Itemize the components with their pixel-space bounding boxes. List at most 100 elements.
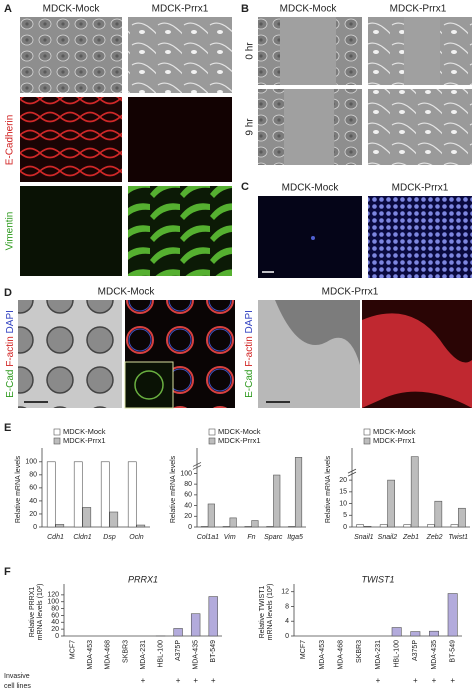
y-axis-label: mRNA levels (10²) [267, 584, 274, 641]
row-label: E-Cadherin [5, 115, 16, 166]
axis-break [347, 468, 357, 474]
x-tick-label: Zeb2 [426, 534, 443, 541]
x-tick-label: SKBR3 [356, 640, 363, 663]
micrograph [128, 17, 232, 93]
bar [458, 507, 466, 528]
bar [73, 461, 83, 528]
y-tick-label: 12 [281, 589, 289, 596]
stain-label: E-Cad F-actin DAPI [244, 310, 255, 398]
micrograph [368, 17, 404, 85]
y-tick-label: 40 [184, 502, 192, 509]
y-tick-label: 60 [184, 492, 192, 499]
stain: F-actin [5, 336, 16, 367]
x-tick-label: Vim [224, 534, 236, 541]
panel-label: C [241, 181, 249, 193]
bar [46, 461, 56, 528]
invasive-mark: + [211, 676, 216, 685]
column-label: MDCK-Prrx1 [322, 287, 379, 298]
x-tick-label: HBL-100 [394, 640, 401, 668]
x-tick-label: Itga5 [287, 534, 303, 541]
stain: DAPI [244, 310, 255, 333]
cell-mass [362, 313, 472, 408]
stain-label: E-Cad F-actin DAPI [5, 310, 16, 398]
y-tick-label: 60 [29, 485, 37, 492]
bar [208, 596, 218, 637]
x-tick-label: Snail1 [354, 534, 374, 541]
bar [136, 524, 146, 528]
bar [429, 630, 439, 637]
y-tick-label: 20 [29, 511, 37, 518]
micrograph [336, 17, 362, 85]
x-tick-label: Cdh1 [47, 534, 64, 541]
invasive-mark: + [432, 676, 437, 685]
legend-swatch [53, 428, 61, 436]
bar [55, 524, 65, 528]
column-label: MDCK-Mock [280, 4, 338, 15]
bar [379, 524, 388, 528]
bar [273, 474, 281, 528]
x-tick-label: BT-549 [210, 640, 217, 663]
y-tick-label: 15 [339, 489, 347, 496]
stain: F-actin [244, 336, 255, 367]
micrograph [334, 89, 362, 165]
bar [288, 526, 296, 528]
row-label: 0 hr [245, 42, 256, 60]
x-tick-label: BT-549 [450, 640, 457, 663]
y-tick-label: 100 [180, 470, 192, 477]
panel-label: B [241, 3, 249, 15]
legend-swatch [208, 428, 216, 436]
bar [200, 526, 209, 528]
legend-swatch [208, 437, 216, 445]
y-tick-label: 80 [51, 605, 59, 612]
bar [127, 461, 137, 528]
bar [109, 511, 119, 528]
y-tick-label: 5 [343, 512, 347, 519]
x-tick-label: MDA-453 [319, 640, 326, 670]
bar [229, 517, 237, 528]
cell-mass [275, 300, 360, 365]
x-tick-label: HBL-100 [157, 640, 164, 668]
x-tick-label: Cldn1 [73, 534, 91, 541]
y-axis-label: Relative TWIST1 [259, 586, 266, 639]
nucleus [311, 236, 315, 240]
micrograph [128, 97, 232, 182]
x-tick-label: Zeb1 [402, 534, 419, 541]
y-tick-label: 120 [47, 592, 59, 599]
row-label: Invasive [4, 673, 30, 680]
legend-label: MDCK-Mock [373, 427, 416, 436]
bar [190, 613, 201, 637]
y-axis-label: mRNA levels (10²) [37, 584, 44, 641]
x-tick-label: Fn [247, 534, 255, 541]
y-tick-label: 100 [47, 599, 59, 606]
micrograph [128, 186, 232, 276]
y-axis-label: Relative mRNA levels [325, 455, 332, 523]
x-tick-label: MDA-231 [375, 640, 382, 670]
bar [387, 479, 395, 528]
y-tick-label: 20 [184, 513, 192, 520]
legend-label: MDCK-Mock [63, 427, 106, 436]
y-tick-label: 0 [188, 524, 192, 531]
bar [294, 457, 303, 528]
y-tick-label: 10 [339, 500, 347, 507]
stain: DAPI [5, 310, 16, 333]
legend-label: MDCK-Prrx1 [63, 436, 106, 445]
invasive-mark: + [376, 676, 381, 685]
y-tick-label: 0 [343, 524, 347, 531]
axis-break [192, 462, 202, 467]
stain: E-Cad [244, 370, 255, 398]
axis-break [192, 465, 202, 470]
x-tick-label: MDA-435 [431, 640, 438, 670]
legend-label: MDCK-Prrx1 [373, 436, 416, 445]
bar [391, 627, 402, 637]
x-tick-label: Sparc [264, 534, 283, 541]
row-label: Vimentin [5, 212, 16, 251]
micrograph [440, 17, 472, 85]
bar [403, 524, 412, 528]
column-label: MDCK-Mock [43, 4, 101, 15]
bar [410, 631, 421, 637]
x-tick-label: SKBR3 [122, 640, 129, 663]
x-tick-label: Dsp [103, 534, 116, 541]
invasive-mark: + [413, 676, 418, 685]
